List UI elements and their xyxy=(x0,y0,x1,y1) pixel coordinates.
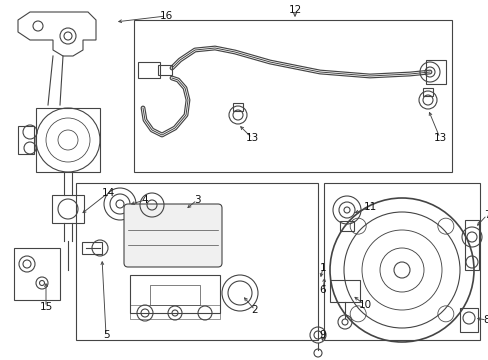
Text: 16: 16 xyxy=(159,11,172,21)
Bar xyxy=(232,103,243,111)
Bar xyxy=(130,305,220,319)
Text: 1: 1 xyxy=(319,263,325,273)
Bar xyxy=(18,126,34,154)
Text: 8: 8 xyxy=(483,315,488,325)
Text: 11: 11 xyxy=(363,202,376,212)
Bar xyxy=(52,195,84,223)
Bar xyxy=(138,62,160,78)
Bar xyxy=(329,280,359,302)
Bar xyxy=(76,183,317,340)
Bar xyxy=(425,60,445,84)
Text: 13: 13 xyxy=(245,133,258,143)
Bar xyxy=(14,248,60,300)
Text: 3: 3 xyxy=(193,195,200,205)
Text: 5: 5 xyxy=(102,330,109,340)
Text: 4: 4 xyxy=(142,195,148,205)
Text: 15: 15 xyxy=(40,302,53,312)
Bar xyxy=(36,108,100,172)
Bar xyxy=(464,220,478,270)
Text: 10: 10 xyxy=(358,300,371,310)
Bar xyxy=(339,221,353,231)
Bar xyxy=(82,242,102,254)
Bar xyxy=(158,65,172,75)
Bar xyxy=(459,308,477,332)
Text: 13: 13 xyxy=(432,133,446,143)
Text: 7: 7 xyxy=(483,210,488,220)
FancyBboxPatch shape xyxy=(124,204,222,267)
Text: 12: 12 xyxy=(288,5,301,15)
Text: 9: 9 xyxy=(319,330,325,340)
Bar xyxy=(324,183,479,340)
Bar xyxy=(422,88,432,96)
Bar xyxy=(134,20,451,172)
Text: 2: 2 xyxy=(251,305,258,315)
Bar xyxy=(130,275,220,313)
Bar xyxy=(150,285,200,305)
Text: 6: 6 xyxy=(319,285,325,295)
Text: 14: 14 xyxy=(101,188,114,198)
